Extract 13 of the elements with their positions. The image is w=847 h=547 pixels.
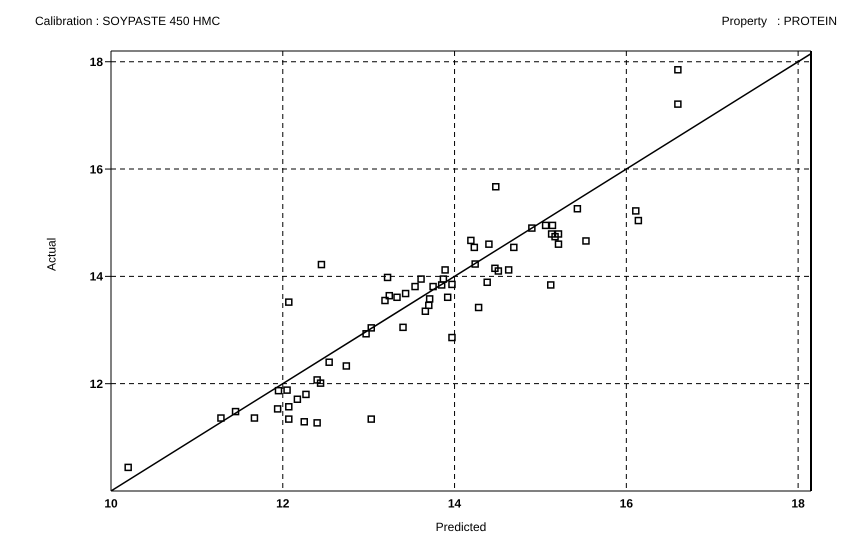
y-tick-label: 14: [90, 270, 104, 284]
x-tick-label: 10: [104, 496, 118, 511]
x-tick-label: 18: [791, 496, 806, 511]
x-tick-label: 16: [620, 496, 634, 511]
x-tick-label: 12: [276, 496, 290, 511]
y-axis-title: Actual: [44, 238, 58, 271]
y-tick-label: 18: [90, 54, 104, 69]
chart-title: Calibration : SOYPASTE 450 HMC: [35, 14, 220, 28]
x-axis-title: Predicted: [436, 520, 486, 534]
y-tick-label: 12: [90, 376, 104, 391]
x-tick-label: 14: [448, 496, 462, 511]
y-tick-label: 16: [90, 162, 104, 176]
chart-subtitle: Property : PROTEIN: [722, 14, 837, 28]
